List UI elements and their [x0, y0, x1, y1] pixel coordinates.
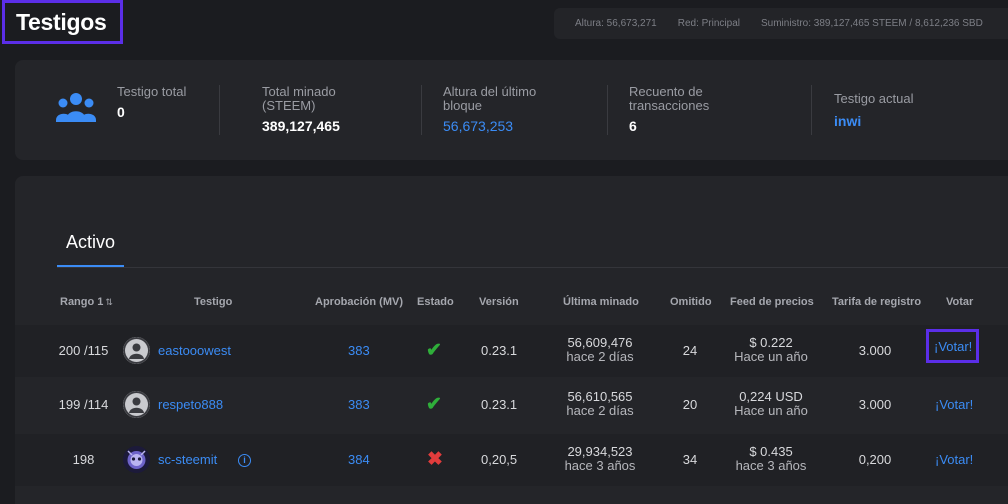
missed-cell: 24	[682, 343, 698, 358]
missed-cell: 20	[682, 397, 698, 412]
th-vote: Votar	[946, 296, 974, 308]
active-tab-indicator	[57, 265, 124, 267]
feed-value: $ 0.222	[749, 335, 793, 350]
witness-name-link[interactable]: sc-steemit	[158, 452, 218, 467]
divider	[219, 85, 220, 135]
current-witness-link[interactable]: inwi	[834, 113, 862, 129]
avatar[interactable]	[123, 337, 150, 364]
missed-cell: 34	[682, 452, 698, 467]
stat-label: Testigo total	[117, 84, 187, 99]
stat-value: 0	[117, 104, 125, 120]
network-info-bar: Altura: 56,673,271 Red: Principal Sumini…	[554, 8, 1008, 39]
version-cell: 0,20,5	[481, 452, 518, 467]
stat-label: Total minado (STEEM)	[262, 84, 336, 113]
approval-link[interactable]: 384	[348, 452, 370, 467]
avatar[interactable]	[123, 391, 150, 418]
stats-card: Testigo total 0 Total minado (STEEM) 389…	[15, 60, 1008, 160]
vote-button[interactable]: ¡Votar!	[926, 329, 980, 363]
stat-tx-count: Recuento de transacciones 6	[629, 84, 759, 135]
price-feed-cell: 0,224 USD Hace un año	[721, 390, 821, 418]
witness-name-link[interactable]: respeto888	[158, 397, 224, 412]
feed-time: Hace un año	[734, 349, 808, 364]
status-ok-icon: ✔	[426, 394, 442, 415]
th-witness: Testigo	[194, 296, 233, 308]
th-version: Versión	[479, 296, 519, 308]
feed-time: Hace un año	[734, 403, 808, 418]
th-approval: Aprobación (MV)	[315, 296, 403, 308]
sort-ascending-icon[interactable]: ⇅	[105, 297, 113, 307]
reg-fee-cell: 0,200	[858, 452, 892, 467]
divider	[421, 85, 422, 135]
page-title: Testigos	[2, 0, 123, 44]
stat-value: 389,127,465	[262, 118, 340, 134]
default-user-icon	[123, 391, 150, 418]
th-rank-label: Rango 1	[60, 296, 104, 308]
price-feed-cell: $ 0.435 hace 3 años	[721, 445, 821, 473]
table-row-partial	[15, 489, 1008, 504]
th-status: Estado	[417, 296, 454, 308]
stat-current-witness: Testigo actual inwi	[834, 91, 974, 130]
version-cell: 0.23.1	[481, 343, 518, 358]
feed-time: hace 3 años	[735, 458, 807, 473]
stat-label: Altura del último bloque	[443, 84, 537, 113]
robot-avatar-icon	[123, 446, 150, 473]
last-mined-cell: 29,934,523 hace 3 años	[545, 445, 655, 473]
divider	[811, 85, 812, 135]
feed-value: $ 0.435	[749, 444, 793, 459]
stat-value: 6	[629, 118, 637, 134]
version-cell: 0.23.1	[481, 397, 518, 412]
th-last-mined: Última minado	[563, 296, 639, 308]
th-missed: Omitido	[670, 296, 712, 308]
last-mined-cell: 56,610,565 hace 2 días	[545, 390, 655, 418]
feed-value: 0,224 USD	[739, 389, 803, 404]
rank-cell: 200 /115	[58, 343, 109, 358]
reg-fee-cell: 3.000	[858, 397, 892, 412]
block-height-text: Altura: 56,673,271	[575, 18, 657, 29]
table-row: 200 /115 eastooowest 383 ✔ 0.23.1 56,609…	[15, 325, 1008, 377]
table-row: 199 /114 respeto888 383 ✔ 0.23.1 56,610,…	[15, 379, 1008, 431]
vote-button[interactable]: ¡Votar!	[935, 452, 974, 467]
stat-last-block: Altura del último bloque 56,673,253	[443, 84, 573, 135]
last-block-link[interactable]: 56,673,253	[443, 118, 514, 134]
price-feed-cell: $ 0.222 Hace un año	[721, 336, 821, 364]
th-reg-fee: Tarifa de registro	[832, 296, 922, 308]
block-time: hace 2 días	[566, 403, 634, 418]
status-error-icon: ✖	[427, 449, 443, 470]
stat-label: Testigo actual	[834, 91, 914, 106]
approval-link[interactable]: 383	[348, 343, 370, 358]
reg-fee-cell: 3.000	[858, 343, 892, 358]
block-number[interactable]: 56,609,476	[567, 335, 633, 350]
tab-divider	[57, 267, 1008, 268]
table-header: Rango 1 ⇅ Testigo Aprobación (MV) Estado …	[15, 288, 1008, 318]
default-user-icon	[123, 337, 150, 364]
stat-total-mined: Total minado (STEEM) 389,127,465	[262, 84, 382, 135]
block-number[interactable]: 56,610,565	[567, 389, 633, 404]
block-time: hace 3 años	[564, 458, 636, 473]
avatar[interactable]	[123, 446, 150, 473]
supply-text: Suministro: 389,127,465 STEEM / 8,612,23…	[761, 18, 983, 29]
people-group-icon	[56, 93, 96, 122]
block-time: hace 2 días	[566, 349, 634, 364]
last-mined-cell: 56,609,476 hace 2 días	[545, 336, 655, 364]
th-rank[interactable]: Rango 1 ⇅	[60, 296, 113, 308]
status-ok-icon: ✔	[426, 340, 442, 361]
approval-link[interactable]: 383	[348, 397, 370, 412]
stat-total-witness: Testigo total 0	[117, 84, 197, 121]
divider	[607, 85, 608, 135]
network-text: Red: Principal	[677, 18, 740, 29]
block-number[interactable]: 29,934,523	[567, 444, 633, 459]
info-icon[interactable]: i	[238, 454, 251, 467]
stat-label: Recuento de transacciones	[629, 84, 710, 113]
table-row: 198 sc-steemit i 384 ✖ 0,20,5 29,934,523…	[15, 434, 1008, 486]
rank-cell: 199 /114	[58, 397, 109, 412]
vote-button[interactable]: ¡Votar!	[935, 397, 974, 412]
witness-name-link[interactable]: eastooowest	[158, 343, 231, 358]
tab-active[interactable]: Activo	[65, 232, 116, 252]
rank-cell: 198	[72, 452, 95, 467]
th-price-feed: Feed de precios	[730, 296, 814, 308]
witness-list-card: Activo Rango 1 ⇅ Testigo Aprobación (MV) …	[15, 176, 1008, 504]
